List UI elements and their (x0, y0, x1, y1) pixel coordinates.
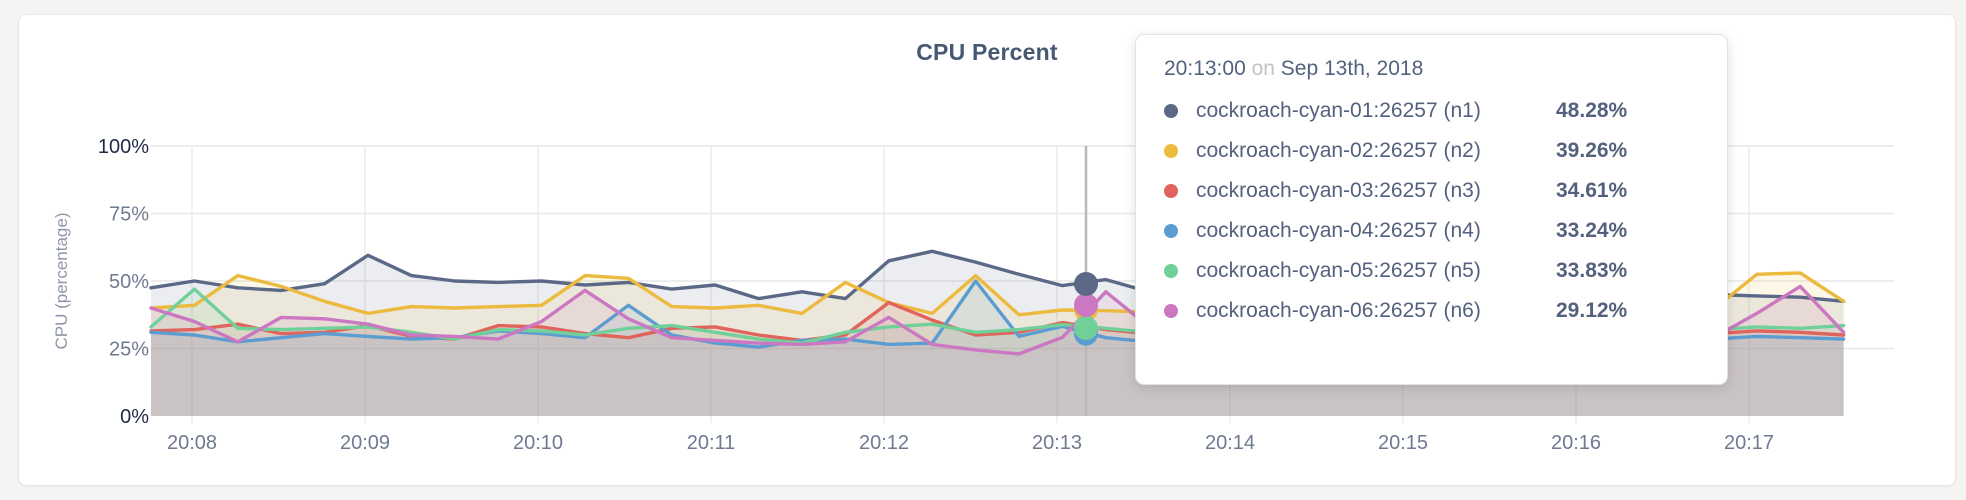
series-dot-icon (1164, 224, 1178, 238)
tooltip-row: cockroach-cyan-05:26257 (n5) 33.83% (1164, 251, 1701, 291)
hover-dot-n1 (1074, 271, 1098, 296)
tooltip-row: cockroach-cyan-06:26257 (n6) 29.12% (1164, 291, 1701, 331)
x-tick-label: 20:09 (340, 432, 390, 454)
x-tick-label: 20:08 (167, 432, 217, 454)
x-tick-label: 20:15 (1378, 432, 1428, 454)
tooltip-series-value: 29.12% (1556, 299, 1628, 322)
x-tick-label: 20:16 (1551, 432, 1601, 454)
tooltip-series-value: 48.28% (1556, 99, 1628, 122)
tooltip-rows: cockroach-cyan-01:26257 (n1) 48.28% cockro… (1164, 91, 1701, 331)
hover-dot-n6 (1074, 293, 1098, 318)
tooltip-timestamp: 20:13:00 on Sep 13th, 2018 (1164, 57, 1701, 81)
y-axis-label: CPU (percentage) (52, 212, 71, 349)
series-dot-icon (1164, 104, 1178, 118)
tooltip-series-value: 39.26% (1556, 139, 1628, 162)
x-tick-label: 20:17 (1724, 432, 1774, 454)
chart-title: CPU Percent (916, 39, 1058, 65)
tooltip-date: Sep 13th, 2018 (1280, 57, 1424, 80)
x-tick-label: 20:11 (687, 432, 736, 454)
hover-dot-n5 (1074, 315, 1098, 340)
tooltip-row: cockroach-cyan-02:26257 (n2) 39.26% (1164, 131, 1701, 171)
series-dot-icon (1164, 264, 1178, 278)
y-tick-label: 0% (120, 406, 149, 428)
x-tick-label: 20:10 (513, 432, 563, 454)
tooltip-series-label: cockroach-cyan-05:26257 (n5) (1196, 259, 1481, 282)
series-dot-icon (1164, 184, 1178, 198)
tooltip-time: 20:13:00 (1164, 57, 1246, 80)
y-tick-label: 25% (109, 339, 149, 361)
y-tick-label: 100% (98, 136, 149, 158)
y-tick-label: 75% (109, 204, 149, 226)
tooltip-series-label: cockroach-cyan-04:26257 (n4) (1196, 219, 1481, 242)
tooltip-series-value: 34.61% (1556, 179, 1628, 202)
series-dot-icon (1164, 304, 1178, 318)
tooltip-row: cockroach-cyan-04:26257 (n4) 33.24% (1164, 211, 1701, 251)
tooltip-series-label: cockroach-cyan-03:26257 (n3) (1196, 179, 1481, 202)
tooltip-series-label: cockroach-cyan-01:26257 (n1) (1196, 99, 1481, 122)
tooltip-row: cockroach-cyan-03:26257 (n3) 34.61% (1164, 171, 1701, 211)
tooltip-row: cockroach-cyan-01:26257 (n1) 48.28% (1164, 91, 1701, 131)
x-tick-label: 20:14 (1205, 432, 1255, 454)
tooltip-series-value: 33.83% (1556, 259, 1628, 282)
hover-tooltip: 20:13:00 on Sep 13th, 2018 cockroach-cya… (1135, 34, 1728, 385)
tooltip-series-label: cockroach-cyan-06:26257 (n6) (1196, 299, 1481, 322)
tooltip-series-value: 33.24% (1556, 219, 1628, 242)
series-area-n3 (151, 302, 1844, 416)
series-dot-icon (1164, 144, 1178, 158)
tooltip-on-word: on (1251, 57, 1275, 80)
y-tick-label: 50% (109, 271, 149, 293)
x-tick-label: 20:12 (859, 432, 909, 454)
chart-card: CPU Percent 0% 25% 50% 75% 100% 20:08 20:09 20:… (18, 14, 1956, 486)
x-tick-label: 20:13 (1032, 432, 1082, 454)
tooltip-series-label: cockroach-cyan-02:26257 (n2) (1196, 139, 1481, 162)
